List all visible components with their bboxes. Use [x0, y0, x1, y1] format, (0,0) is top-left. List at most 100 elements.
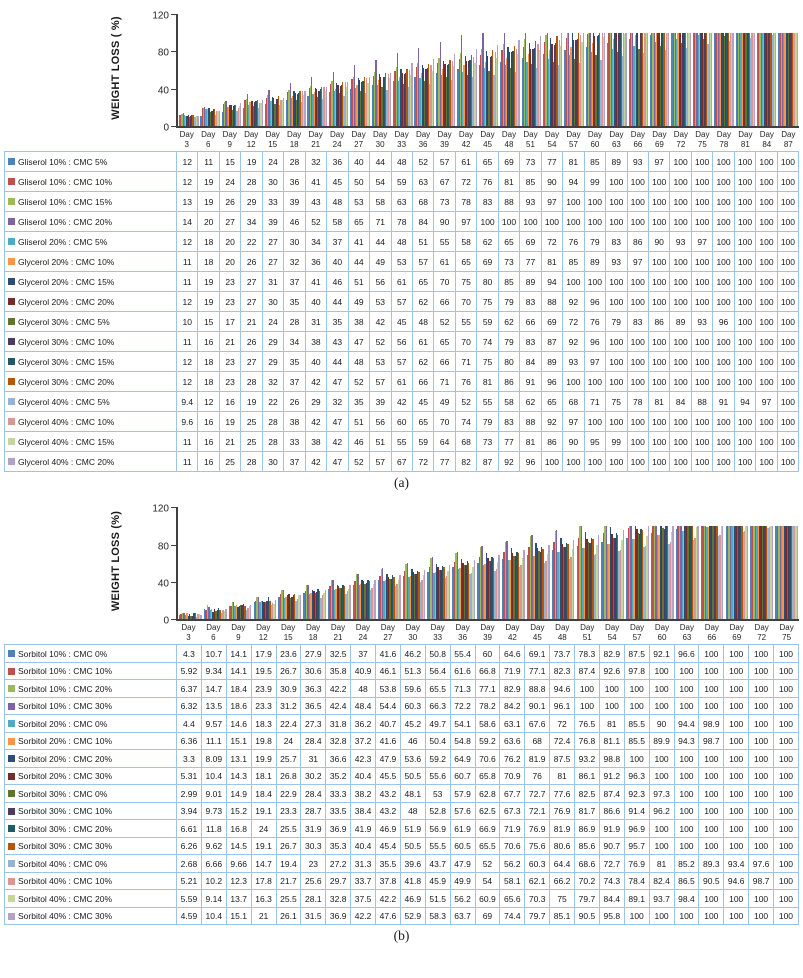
bar-group [749, 507, 774, 620]
series-name: Sorbitol 40% : CMC 10% [18, 876, 113, 887]
bar [659, 525, 661, 620]
x-tick-prefix: Day [380, 623, 395, 633]
table-cell: 92 [563, 292, 585, 313]
bar [719, 534, 721, 620]
bar [510, 548, 512, 620]
bar-group [178, 14, 199, 126]
legend-swatch [8, 218, 15, 226]
table-cell: 22.4 [276, 715, 302, 733]
table-cell: 24 [262, 312, 285, 333]
table-cell: 100 [584, 192, 607, 213]
bar [738, 32, 740, 126]
table-cell: 9.57 [201, 715, 227, 733]
series-label-cell: Sorbitol 20% : CMC 20% [5, 750, 177, 768]
table-cell: 86.1 [575, 767, 600, 786]
bar [589, 32, 591, 126]
x-tick-label: Day 72 [670, 128, 691, 149]
bar [568, 559, 571, 620]
y-tick-label: 0 [163, 615, 169, 627]
bar [637, 32, 639, 126]
table-cell: 100 [691, 452, 714, 473]
bar [792, 525, 794, 620]
table-cell: 42.3 [351, 750, 376, 768]
bar [634, 525, 637, 620]
x-tick-number: 6 [206, 139, 211, 149]
x-tick-number: 27 [383, 632, 393, 642]
bar [509, 559, 511, 620]
table-cell: 70 [455, 332, 478, 353]
bar [526, 61, 528, 126]
table-cell: 19 [198, 172, 220, 193]
table-cell: 74.4 [500, 907, 526, 926]
table-cell: 84 [520, 352, 542, 373]
table-cell: 29.7 [326, 872, 352, 891]
bar [786, 525, 789, 620]
table-cell: 41.8 [400, 872, 426, 891]
table-cell: 57 [412, 252, 435, 273]
bar [514, 556, 517, 620]
bar [332, 71, 334, 126]
x-tick-number: 57 [569, 139, 578, 149]
bar-group [306, 14, 327, 126]
bar [542, 548, 544, 620]
table-cell: 13.1 [226, 750, 252, 768]
table-cell: 100 [649, 820, 675, 838]
series-name: Sorbitol 40% : CMC 30% [18, 911, 113, 922]
legend-swatch [8, 877, 15, 885]
bar [437, 567, 439, 620]
table-cell: 95.7 [624, 837, 650, 856]
table-cell: 11.1 [201, 732, 227, 751]
chart-b-canvas: WEIGHT LOSS (%) 0 40 80 120 [4, 501, 799, 627]
table-cell: 68 [525, 732, 551, 751]
bar [488, 560, 490, 620]
y-axis-ticks: 0 40 80 120 [135, 504, 169, 627]
table-cell: 35 [348, 392, 371, 413]
bar [377, 580, 380, 620]
table-cell: 96 [584, 332, 607, 353]
bar [445, 576, 448, 620]
table-cell: 100 [734, 292, 757, 313]
table-cell: 100 [627, 332, 649, 353]
bar [407, 86, 409, 126]
bar [479, 547, 482, 620]
table-cell: 100 [774, 680, 799, 698]
table-cell: 100 [648, 452, 671, 473]
table-row: Glycerol 20% : CMC 15% 11 19 23 27 31 37 41 46 51… [5, 272, 800, 293]
bar [246, 94, 249, 126]
table-cell: 28 [284, 152, 306, 173]
table-cell: 98.7 [699, 732, 725, 751]
bar [330, 84, 332, 126]
bar-group [435, 14, 456, 126]
table-row: Sorbitol 20% : CMC 30% 5.31 10.4 14.3 18.1 26… [5, 767, 799, 786]
x-tick-label: Day 63 [606, 128, 627, 149]
x-tick-label: Day 39 [475, 621, 500, 642]
bar [723, 36, 726, 126]
bar [576, 546, 578, 620]
bar [331, 81, 333, 126]
series-name: Glycerol 30% : CMC 20% [18, 376, 115, 387]
table-cell: 100 [713, 272, 735, 293]
bar [356, 84, 358, 126]
bar [418, 572, 420, 620]
legend-swatch [8, 398, 15, 406]
table-cell: 97.8 [624, 662, 650, 681]
table-cell: 100 [674, 767, 700, 786]
bar [262, 600, 264, 620]
table-cell: 31.3 [351, 855, 376, 873]
table-cell: 40.4 [351, 837, 376, 856]
table-cell: 50 [348, 172, 371, 193]
table-cell: 20 [219, 232, 242, 253]
bar [332, 579, 334, 620]
table-cell: 57 [391, 292, 413, 313]
bar [794, 32, 796, 126]
table-cell: 57 [370, 452, 392, 473]
bar [727, 32, 729, 126]
table-cell: 65 [477, 152, 499, 173]
y-tick-mark [171, 544, 176, 546]
bar [380, 76, 382, 126]
bar [379, 576, 381, 620]
table-cell: 94.6 [724, 872, 750, 891]
bar [714, 32, 716, 126]
y-tick-label: 120 [152, 503, 169, 515]
x-tick-number: 42 [507, 632, 517, 642]
